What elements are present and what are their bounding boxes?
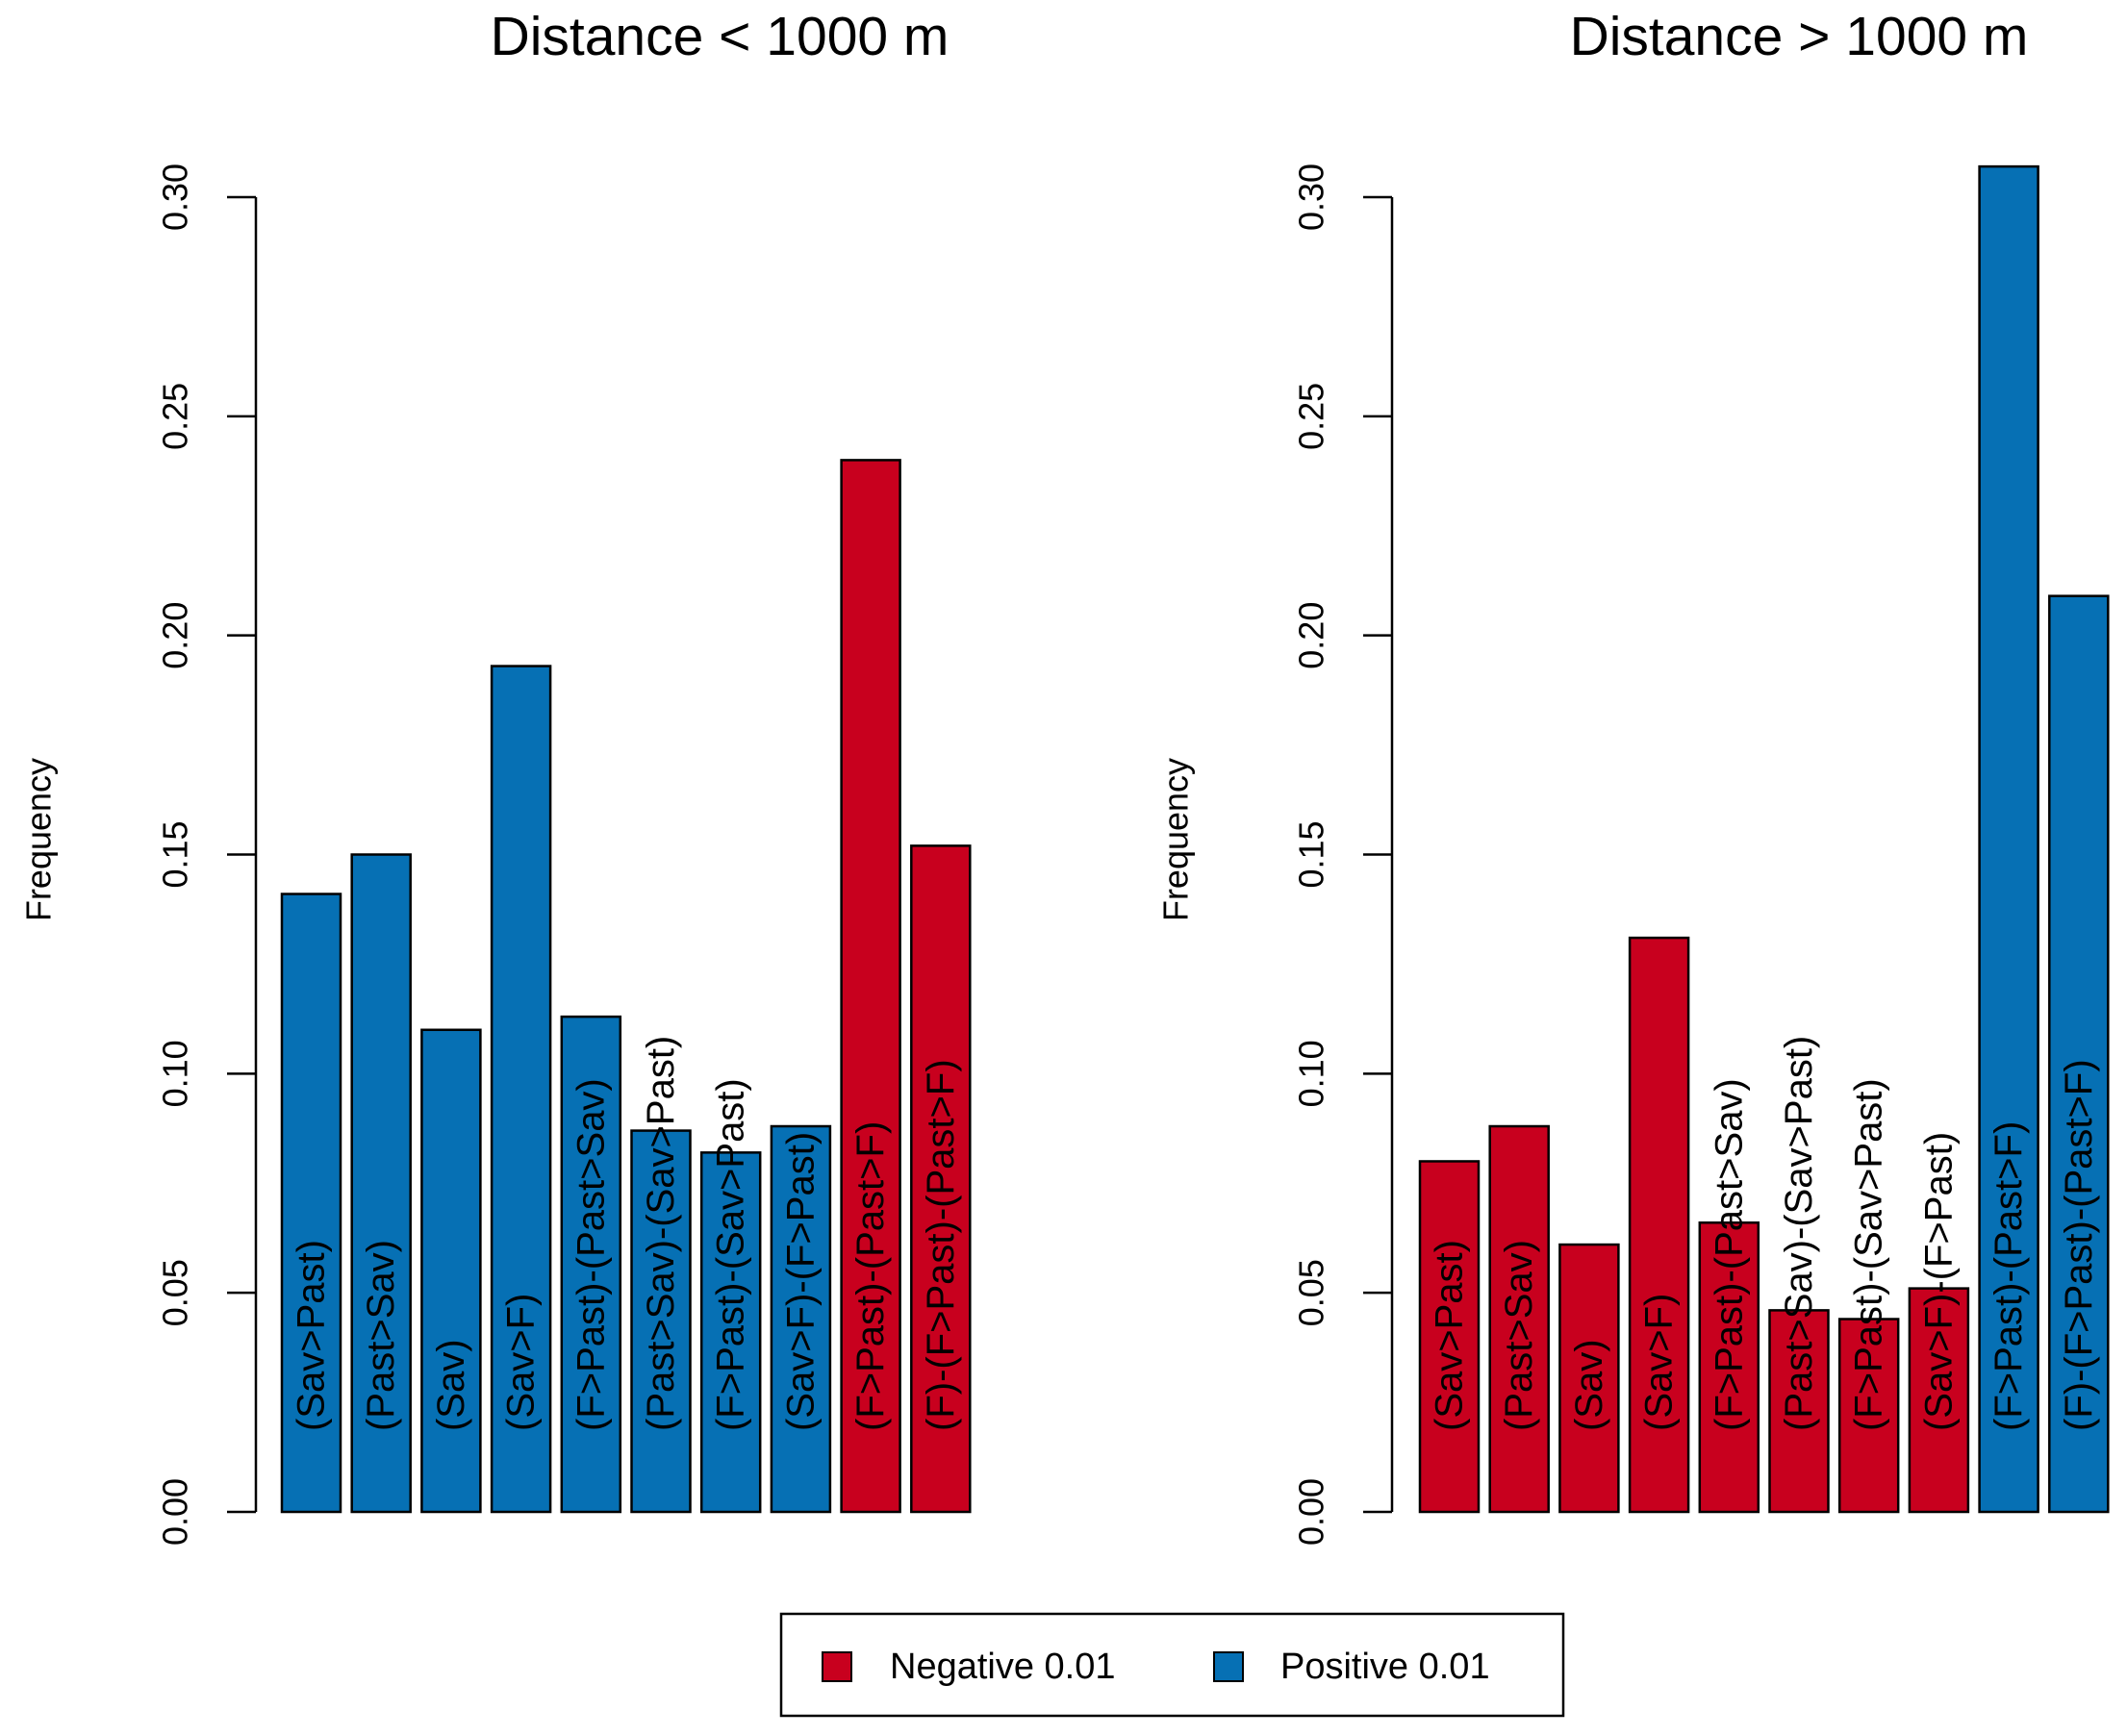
legend-swatch xyxy=(1213,1651,1244,1682)
bar xyxy=(1418,1160,1481,1514)
y-tick-label: 0.25 xyxy=(156,383,195,450)
bar-category-label: (Past>Sav)-(Sav>Past) xyxy=(1778,1036,1820,1431)
legend-box xyxy=(779,1612,1565,1718)
panel-distance-lt-1000: Distance < 1000 m Frequency 0.00 0.05 0.10 0.… xyxy=(19,6,972,1546)
bar xyxy=(630,1129,692,1514)
bar-category-label: (Sav>Past) xyxy=(1429,1240,1471,1431)
bar-category-label: (F>Past)-(Past>F) xyxy=(849,1121,892,1431)
y-axis-label: Frequency xyxy=(1156,758,1196,921)
bar xyxy=(770,1124,832,1514)
y-tick-label: 0.10 xyxy=(156,1040,195,1107)
bar xyxy=(699,1151,762,1514)
y-tick-label: 0.10 xyxy=(1292,1040,1331,1107)
bar xyxy=(560,1015,622,1514)
y-axis-label: Frequency xyxy=(19,758,59,921)
bar xyxy=(1768,1309,1830,1514)
panel-distance-gt-1000: Distance > 1000 m Frequency 0.00 0.05 0.10 0.… xyxy=(1156,6,2110,1546)
bar-category-label: (F>Past)-(Past>Sav) xyxy=(1708,1078,1750,1431)
bar-category-label: (F>Past)-(Sav>Past) xyxy=(1848,1078,1890,1431)
bar xyxy=(1698,1221,1760,1514)
bar-category-label: (Sav>F) xyxy=(1638,1294,1681,1431)
bar-category-label: (Past>Sav) xyxy=(1498,1240,1540,1431)
bar xyxy=(1488,1124,1550,1514)
y-tick-label: 0.05 xyxy=(156,1259,195,1326)
bar-category-label: (F>Past)-(Past>F) xyxy=(1988,1121,2030,1431)
y-tick-label: 0.30 xyxy=(1292,164,1331,231)
bar xyxy=(910,844,972,1514)
bar-category-label: (F>Past)-(Sav>Past) xyxy=(710,1078,752,1431)
bar-category-label: (Sav>F)-(F>Past) xyxy=(1917,1132,1960,1431)
bar xyxy=(2048,594,2110,1514)
bar xyxy=(1628,936,1690,1514)
chart-title: Distance < 1000 m xyxy=(491,6,950,67)
bar-category-label: (F)-(F>Past)-(Past>F) xyxy=(920,1059,962,1431)
bar xyxy=(1837,1318,1900,1514)
bar-category-label: (Sav) xyxy=(430,1339,472,1431)
y-tick-label: 0.15 xyxy=(156,820,195,888)
bar xyxy=(490,665,552,1514)
bar-category-label: (Sav>F) xyxy=(500,1294,543,1431)
bar xyxy=(1908,1287,1970,1514)
y-tick-label: 0.00 xyxy=(1292,1478,1331,1546)
legend-label: Positive 0.01 xyxy=(1280,1647,1490,1687)
bar-category-label: (Past>Sav) xyxy=(360,1240,402,1431)
y-tick-label: 0.20 xyxy=(156,602,195,669)
bar xyxy=(840,459,901,1514)
bar xyxy=(420,1028,482,1514)
y-tick-label: 0.25 xyxy=(1292,383,1331,450)
y-tick-label: 0.20 xyxy=(1292,602,1331,669)
legend: Negative 0.01 Positive 0.01 xyxy=(779,1612,1565,1718)
bar xyxy=(1558,1243,1620,1514)
bar-category-label: (F)-(F>Past)-(Past>F) xyxy=(2058,1059,2100,1431)
bar-category-label: (Sav>F)-(F>Past) xyxy=(779,1132,822,1431)
y-tick-label: 0.05 xyxy=(1292,1259,1331,1326)
bar xyxy=(350,853,412,1514)
bar-category-label: (F>Past)-(Past>Sav) xyxy=(570,1078,612,1431)
y-tick-label: 0.15 xyxy=(1292,820,1331,888)
chart-title: Distance > 1000 m xyxy=(1570,6,2029,67)
y-tick-label: 0.00 xyxy=(156,1478,195,1546)
legend-swatch xyxy=(822,1651,852,1682)
bar xyxy=(280,893,342,1514)
y-tick-label: 0.30 xyxy=(156,164,195,231)
bar-category-label: (Past>Sav)-(Sav>Past) xyxy=(640,1036,682,1431)
bar-category-label: (Sav) xyxy=(1568,1339,1610,1431)
bar-category-label: (Sav>Past) xyxy=(291,1240,333,1431)
bar xyxy=(1978,164,2039,1514)
legend-label: Negative 0.01 xyxy=(890,1647,1116,1687)
